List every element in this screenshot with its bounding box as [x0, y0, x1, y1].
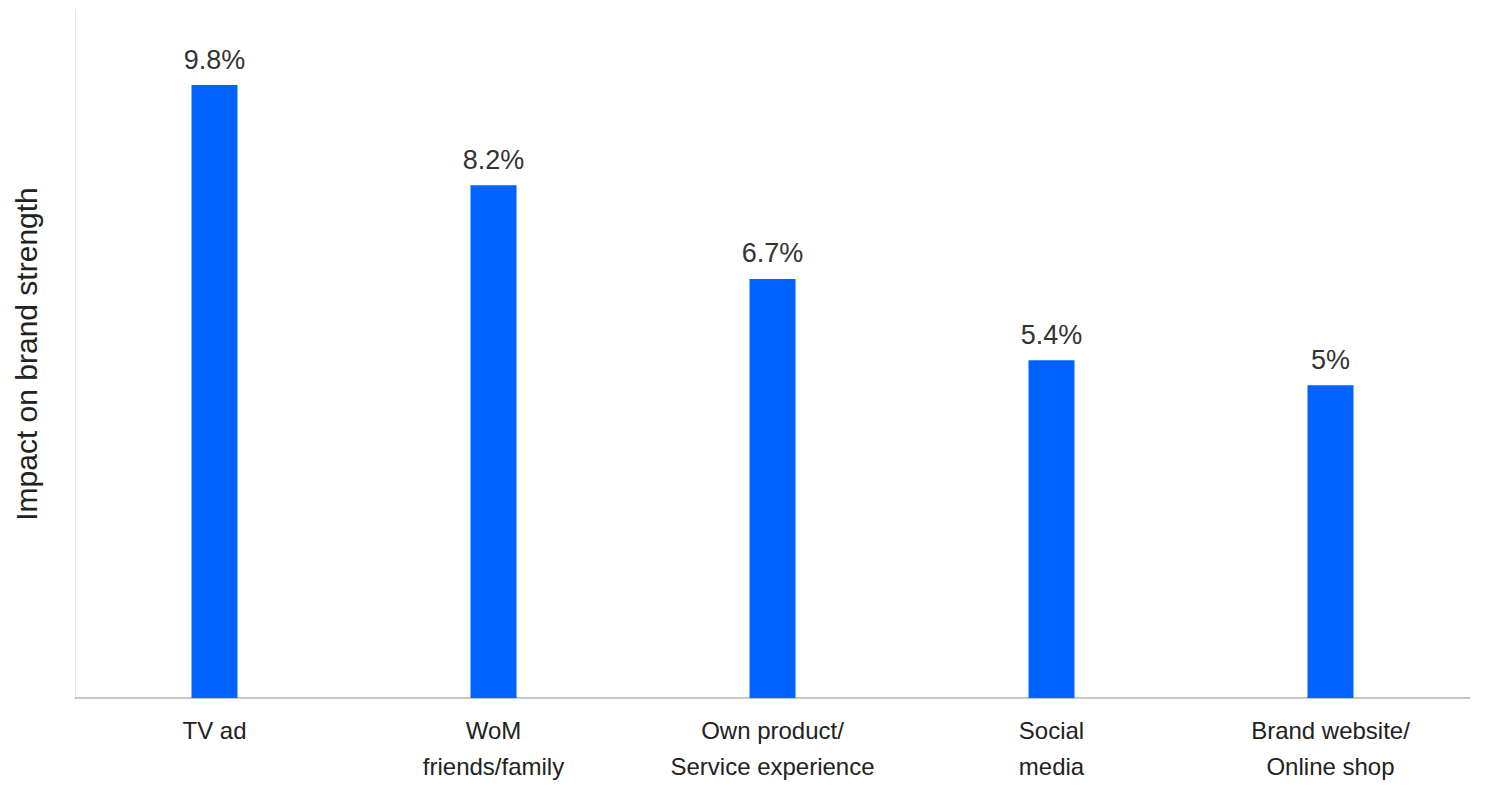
svg-text:Online shop: Online shop: [1266, 753, 1394, 780]
svg-text:Own product/: Own product/: [701, 717, 844, 744]
svg-text:WoM: WoM: [466, 717, 522, 744]
svg-text:TV ad: TV ad: [182, 717, 246, 744]
svg-text:media: media: [1019, 753, 1085, 780]
svg-text:Impact on brand strength: Impact on brand strength: [10, 187, 43, 521]
svg-text:5%: 5%: [1311, 345, 1350, 375]
svg-text:8.2%: 8.2%: [463, 145, 525, 175]
svg-text:friends/family: friends/family: [423, 753, 564, 780]
svg-text:9.8%: 9.8%: [184, 45, 246, 75]
svg-text:Service experience: Service experience: [670, 753, 874, 780]
svg-text:Social: Social: [1019, 717, 1084, 744]
svg-text:Brand website/: Brand website/: [1251, 717, 1410, 744]
svg-text:6.7%: 6.7%: [742, 238, 804, 268]
svg-text:5.4%: 5.4%: [1021, 320, 1083, 350]
